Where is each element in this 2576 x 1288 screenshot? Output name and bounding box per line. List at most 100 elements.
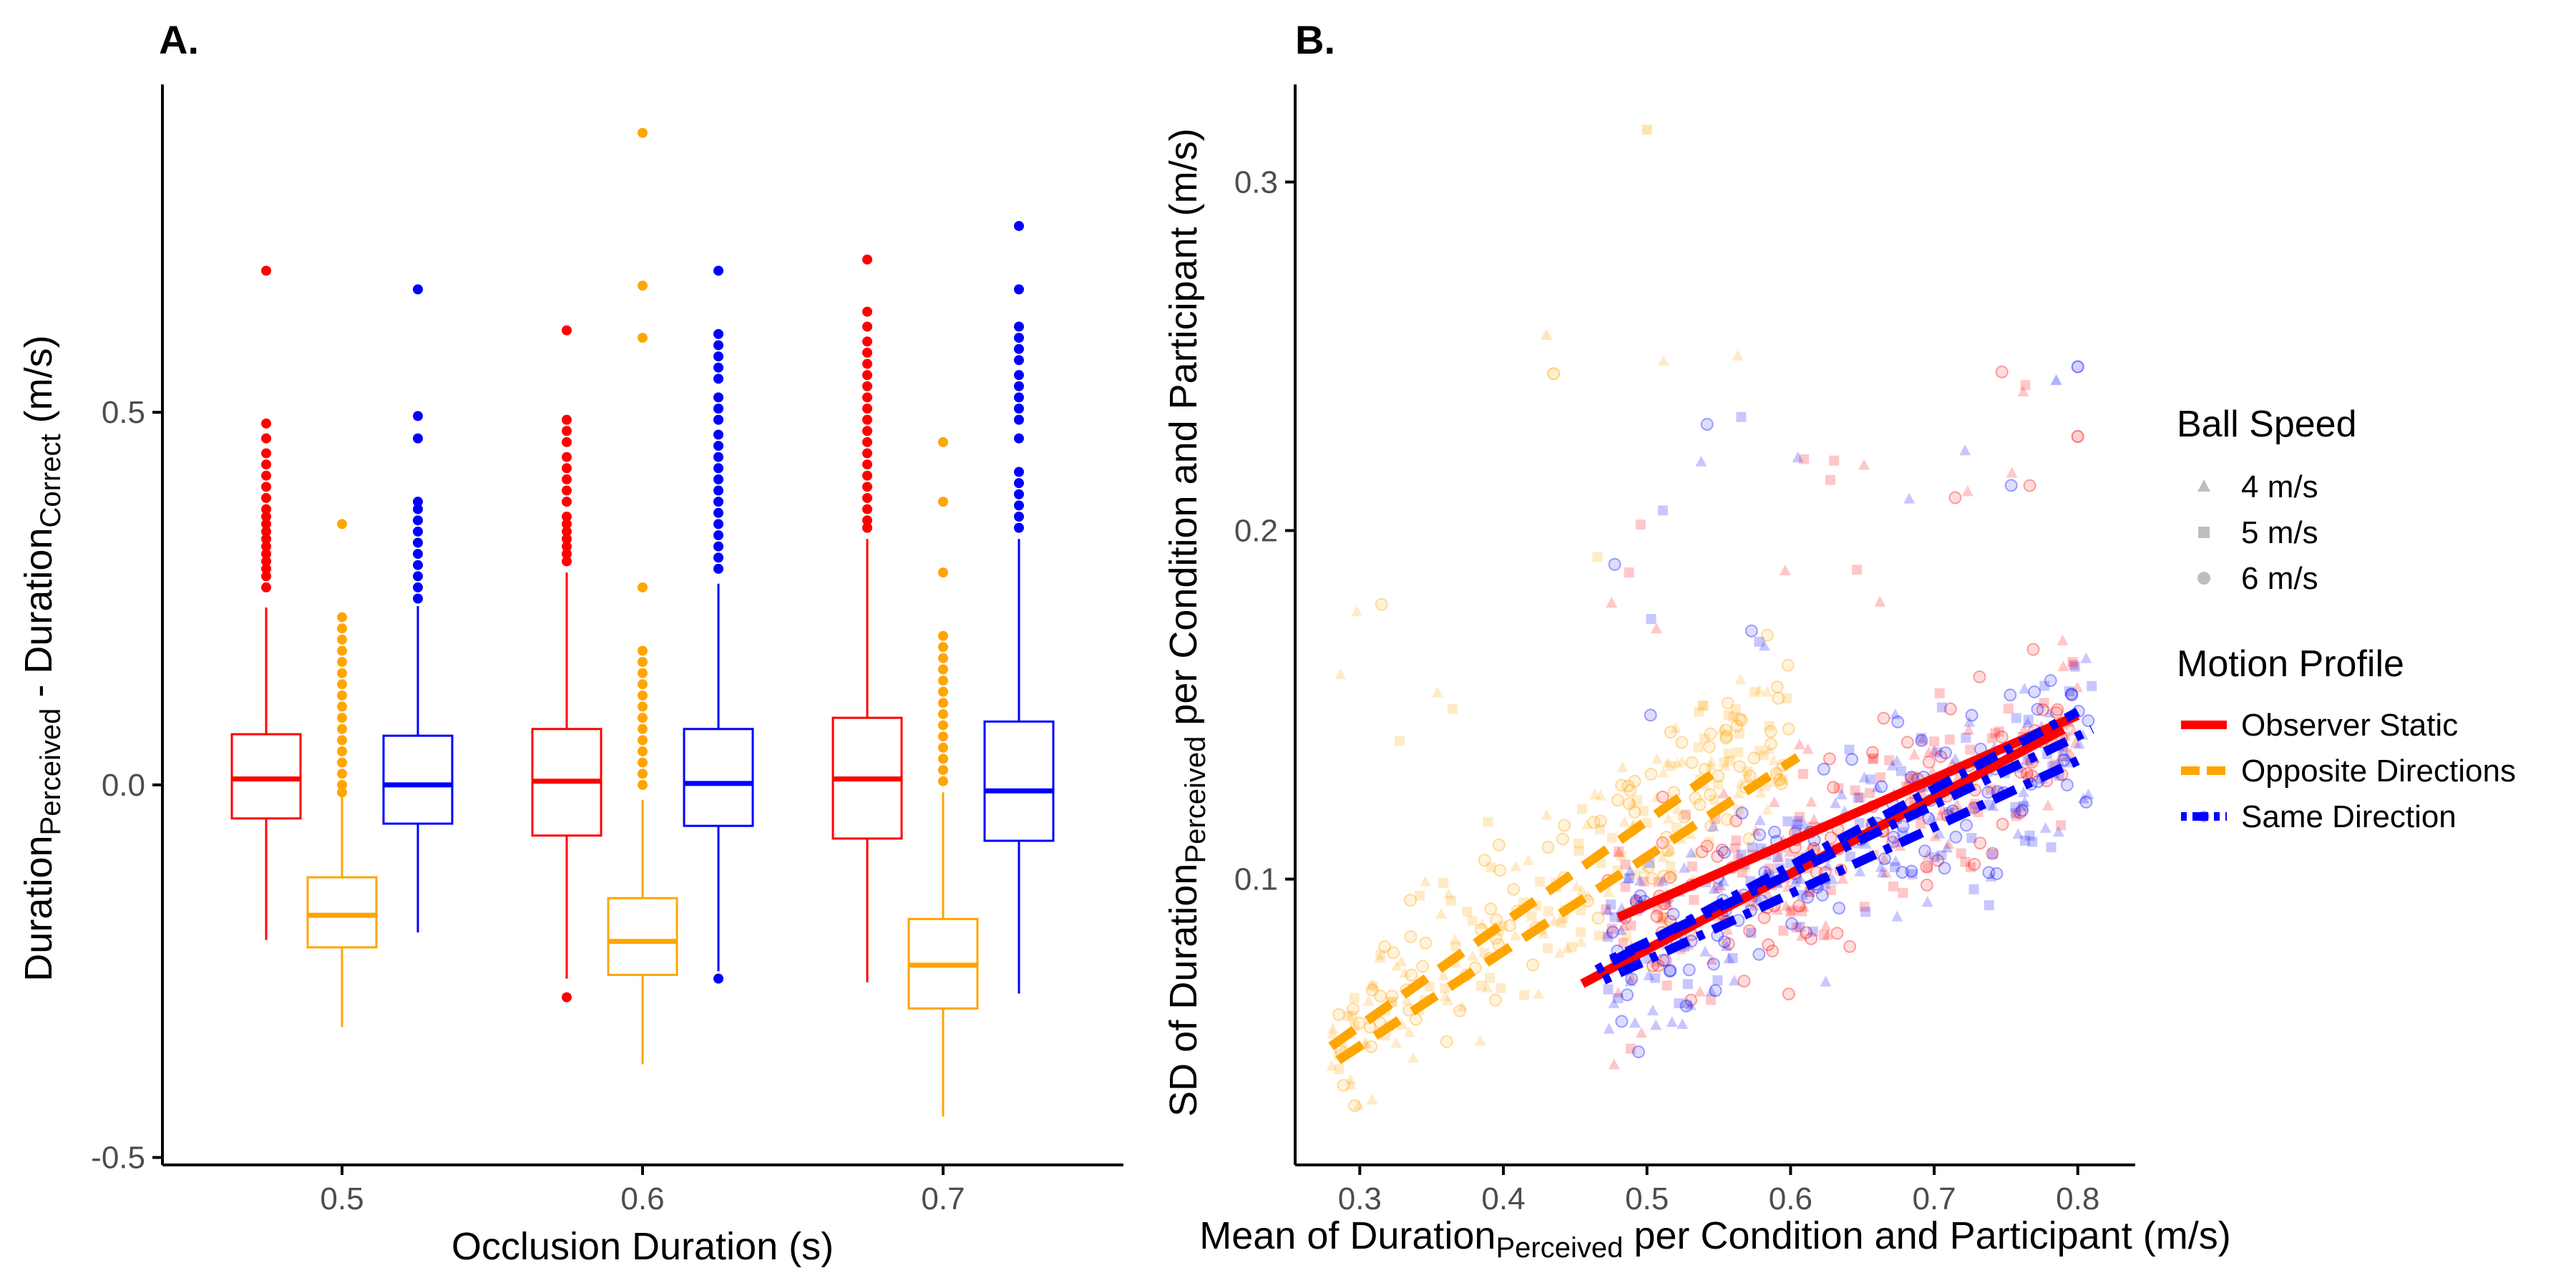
- point-5ms: [1438, 877, 1449, 888]
- outlier-point: [862, 448, 872, 459]
- point-6ms: [1644, 708, 1657, 722]
- point-5ms: [1969, 802, 1980, 813]
- point-6ms: [1752, 947, 1766, 961]
- point-5ms: [1694, 707, 1704, 718]
- point-4ms: [1793, 738, 1805, 750]
- outlier-point: [337, 746, 347, 757]
- outlier-point: [638, 713, 648, 723]
- point-5ms: [2039, 698, 2049, 708]
- point-4ms: [1662, 756, 1674, 768]
- point-5ms: [1483, 816, 1493, 827]
- point-4ms: [1891, 910, 1903, 922]
- point-4ms: [1889, 708, 1901, 719]
- point-4ms: [1612, 986, 1624, 997]
- point-5ms: [1777, 774, 1788, 785]
- point-5ms: [1712, 883, 1723, 894]
- x-axis-ticks: 0.3 0.4 0.5 0.6 0.7 0.8: [1338, 1165, 2099, 1216]
- point-6ms: [1657, 869, 1671, 883]
- point-6ms: [1800, 926, 1813, 940]
- point-4ms: [1395, 955, 1407, 967]
- point-4ms: [1541, 328, 1553, 340]
- point-4ms: [1626, 971, 1638, 982]
- point-6ms: [1781, 658, 1795, 672]
- point-5ms: [2020, 835, 2031, 846]
- point-5ms: [2011, 811, 2022, 821]
- point-5ms: [1852, 565, 1863, 575]
- point-5ms: [1728, 711, 1739, 722]
- point-5ms: [2010, 808, 2021, 819]
- point-4ms: [1921, 896, 1933, 907]
- point-6ms: [1608, 557, 1621, 571]
- outlier-point: [562, 512, 572, 522]
- y-tick-label: -0.5: [91, 1141, 145, 1176]
- point-4ms: [1878, 853, 1890, 864]
- outlier-point: [337, 623, 347, 634]
- point-6ms: [2004, 479, 2018, 492]
- regression-line: [1328, 771, 1714, 1050]
- point-5ms: [1807, 926, 1818, 937]
- outlier-point: [261, 459, 271, 470]
- point-6ms: [1922, 756, 1936, 769]
- point-6ms: [1700, 839, 1714, 853]
- point-6ms: [1757, 911, 1771, 924]
- point-6ms: [1624, 784, 1637, 797]
- point-4ms: [1732, 349, 1744, 361]
- point-6ms: [1721, 696, 1735, 710]
- point-5ms: [1641, 125, 1652, 135]
- point-4ms: [1439, 990, 1451, 1002]
- outlier-point: [938, 753, 948, 764]
- point-4ms: [1345, 1073, 1357, 1085]
- point-4ms: [2019, 796, 2031, 807]
- point-5ms: [1624, 873, 1634, 884]
- point-4ms: [1548, 914, 1561, 926]
- outlier-point: [261, 470, 271, 481]
- outlier-point: [261, 482, 271, 492]
- point-4ms: [1351, 605, 1363, 617]
- point-4ms: [1903, 492, 1916, 504]
- outlier-point: [261, 519, 271, 530]
- point-4ms: [1396, 1018, 1408, 1030]
- point-6ms: [1365, 983, 1379, 997]
- point-4ms: [1443, 888, 1455, 899]
- point-4ms: [1748, 899, 1760, 911]
- outlier-point: [938, 653, 948, 663]
- outlier-point: [638, 645, 648, 656]
- point-6ms: [1650, 909, 1664, 923]
- outlier-point: [261, 265, 271, 276]
- point-4ms: [1936, 804, 1948, 815]
- outlier-point: [562, 436, 572, 447]
- point-6ms: [1719, 731, 1733, 745]
- point-5ms: [1787, 905, 1797, 916]
- point-6ms: [1764, 737, 1777, 751]
- point-4ms: [1770, 764, 1782, 776]
- point-6ms: [1965, 708, 1979, 722]
- point-4ms: [1762, 804, 1774, 815]
- point-5ms: [1712, 975, 1723, 986]
- point-4ms: [1772, 851, 1785, 862]
- point-5ms: [1736, 411, 1747, 422]
- x-axis-label: Mean of DurationPerceived per Condition …: [1199, 1214, 2231, 1264]
- outlier-point: [862, 336, 872, 347]
- point-6ms: [1745, 624, 1758, 638]
- point-5ms: [1574, 846, 1584, 857]
- point-6ms: [1667, 907, 1680, 921]
- point-4ms: [1741, 771, 1753, 782]
- outlier-point: [638, 280, 648, 291]
- point-5ms: [2067, 657, 2078, 668]
- point-5ms: [1764, 863, 1775, 874]
- point-4ms: [1510, 860, 1522, 872]
- point-6ms: [1827, 781, 1840, 794]
- point-4ms: [2077, 792, 2089, 804]
- point-4ms: [1509, 929, 1521, 940]
- point-4ms: [1624, 864, 1636, 876]
- point-4ms: [1934, 809, 1946, 821]
- point-6ms: [2023, 479, 2036, 492]
- point-4ms: [2057, 660, 2069, 672]
- outlier-point: [562, 497, 572, 507]
- point-6ms: [2071, 429, 2084, 443]
- point-6ms: [1717, 935, 1731, 949]
- point-4ms: [1922, 849, 1934, 860]
- point-5ms: [2046, 842, 2057, 853]
- point-6ms: [1764, 725, 1777, 738]
- point-6ms: [1949, 830, 1963, 844]
